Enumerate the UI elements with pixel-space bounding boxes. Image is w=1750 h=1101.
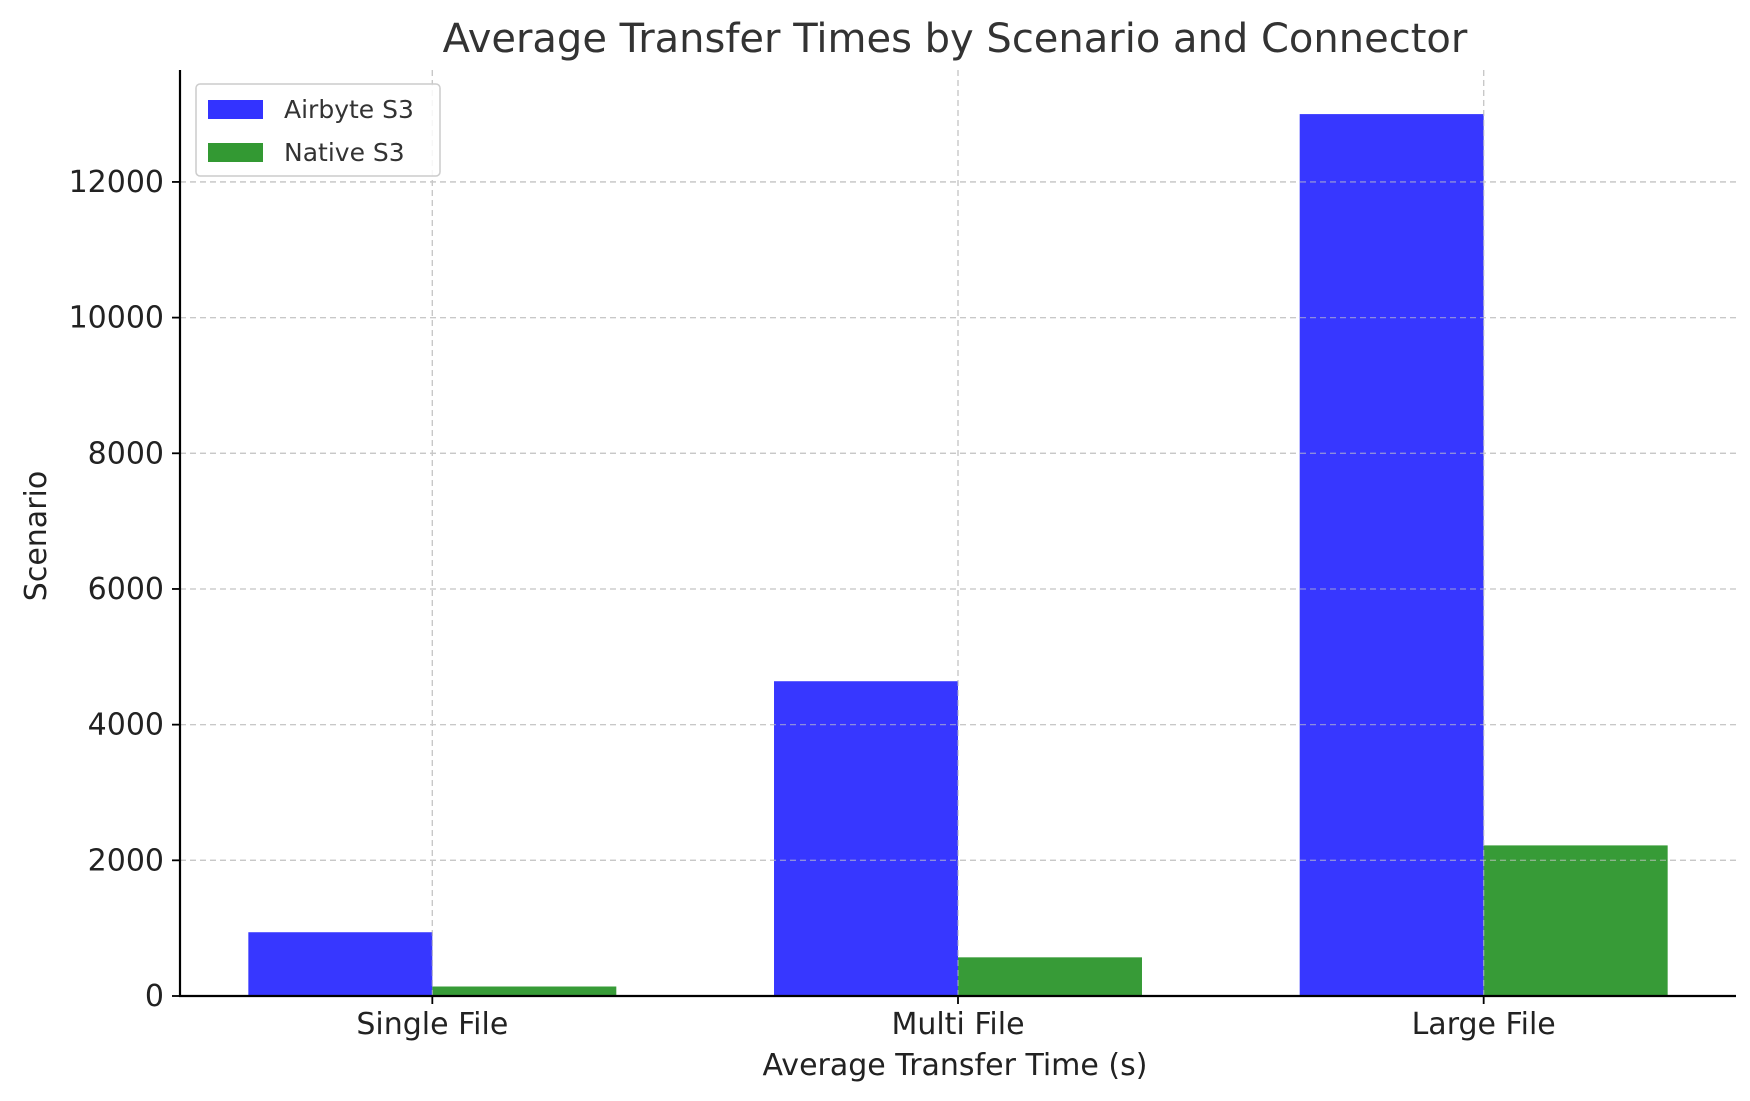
chart-title: Average Transfer Times by Scenario and C… — [443, 16, 1468, 62]
legend-label: Native S3 — [284, 138, 405, 167]
bars-layer — [180, 70, 1736, 997]
bar-airbyte-s3-large-file — [1299, 114, 1484, 997]
y-tick-label: 12000 — [69, 165, 164, 200]
x-axis-label: Average Transfer Time (s) — [763, 1048, 1148, 1083]
bar-native-s3-single-file — [432, 986, 617, 996]
y-tick-label: 4000 — [88, 708, 164, 743]
bar-native-s3-large-file — [1483, 845, 1668, 996]
y-tick-label: 0 — [145, 979, 164, 1014]
ticks-layer: 0 2000 4000 6000 8000 10000 12000 Single File Mu… — [69, 165, 1556, 1042]
legend-swatch — [208, 143, 263, 162]
y-axis-label: Scenario — [19, 471, 54, 601]
x-tick-label: Large File — [1412, 1007, 1556, 1042]
bar-native-s3-multi-file — [958, 957, 1142, 996]
legend-label: Airbyte S3 — [284, 95, 414, 124]
bar-airbyte-s3-multi-file — [774, 681, 958, 996]
y-tick-label: 8000 — [88, 436, 164, 471]
y-tick-label: 2000 — [88, 843, 164, 878]
bar-airbyte-s3-single-file — [248, 932, 433, 996]
y-tick-label: 10000 — [69, 301, 164, 336]
legend-swatch — [208, 100, 263, 119]
y-tick-label: 6000 — [88, 572, 164, 607]
legend: Airbyte S3 Native S3 — [195, 83, 441, 177]
x-tick-label: Multi File — [891, 1007, 1024, 1042]
x-tick-label: Single File — [356, 1007, 508, 1042]
